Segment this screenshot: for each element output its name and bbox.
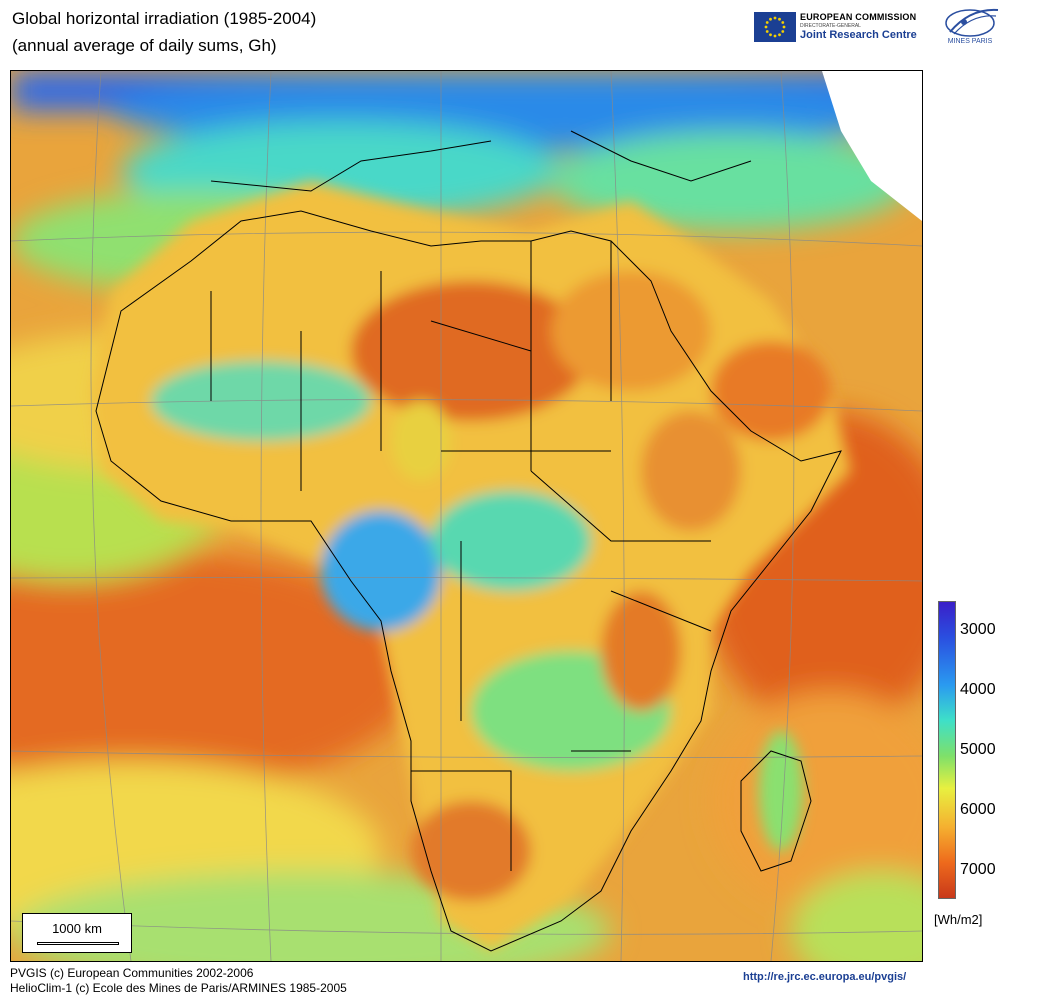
jrc-logo-text: Joint Research Centre: [800, 29, 917, 41]
footer-copyright-helioclim: HelioClim-1 (c) Ecole des Mines de Paris…: [10, 981, 347, 995]
ec-logo-text: EUROPEAN COMMISSION: [800, 12, 917, 22]
legend-unit-label: [Wh/m2]: [934, 912, 983, 927]
legend-color-bar: [938, 601, 956, 899]
map-subtitle: (annual average of daily sums, Gh): [12, 36, 277, 55]
mines-paris-logo: MINES PARIS: [940, 6, 1004, 46]
mines-emblem-icon: [945, 8, 999, 37]
legend-tick: 5000: [960, 741, 996, 758]
legend-tick: 6000: [960, 801, 996, 818]
legend-tick: 3000: [960, 621, 996, 638]
irradiation-map: [10, 70, 923, 962]
legend-tick: 4000: [960, 681, 996, 698]
legend-tick: 7000: [960, 861, 996, 878]
ec-logo-subtext: DIRECTORATE-GENERAL: [800, 23, 861, 29]
european-commission-logo: EUROPEAN COMMISSION DIRECTORATE-GENERAL …: [754, 12, 922, 44]
map-title: Global horizontal irradiation (1985-2004…: [12, 9, 317, 28]
pvgis-link[interactable]: http://re.jrc.ec.europa.eu/pvgis/: [743, 971, 907, 983]
mines-logo-text: MINES PARIS: [947, 38, 993, 45]
footer-copyright-pvgis: PVGIS (c) European Communities 2002-2006: [10, 966, 254, 980]
scale-bar: 1000 km: [22, 913, 132, 953]
africa-irradiation-map: [11, 71, 922, 961]
scale-bar-line: [37, 942, 119, 945]
scale-bar-label: 1000 km: [52, 921, 102, 936]
eu-flag-icon: [754, 12, 796, 42]
